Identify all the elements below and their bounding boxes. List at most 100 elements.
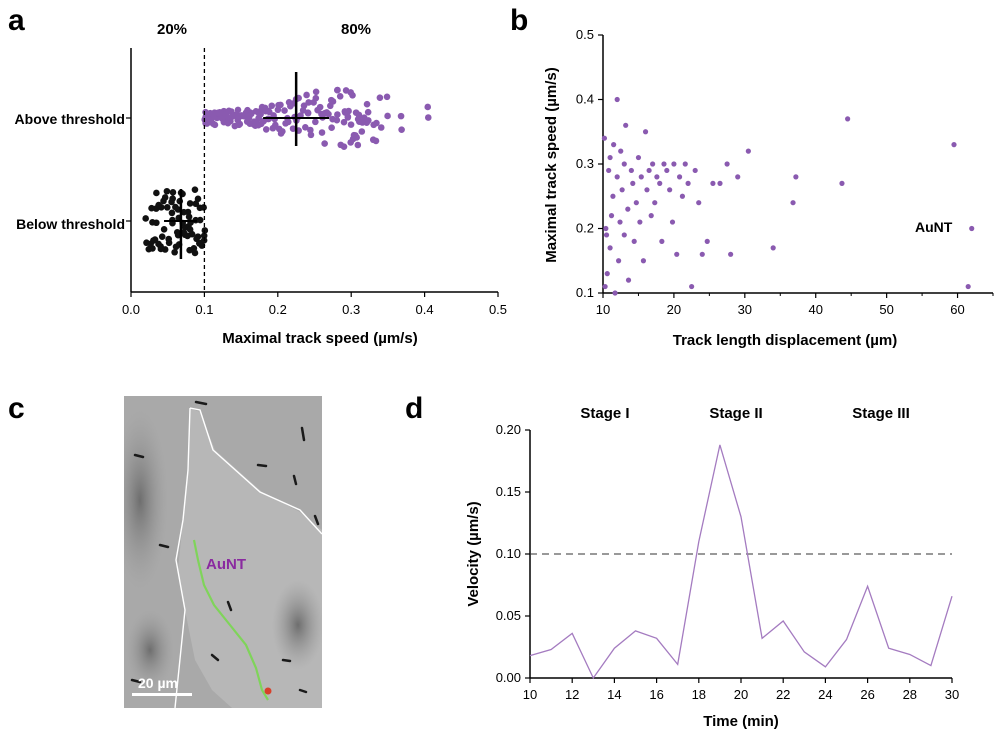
chart-a-point-above (328, 124, 335, 132)
chart-b-point (603, 232, 610, 238)
chart-b-point (793, 174, 799, 180)
chart-b-x-tick-label: 60 (950, 302, 964, 317)
chart-d-x-tick-label: 14 (607, 687, 621, 702)
chart-a-annotation-above-pct: 80% (341, 21, 371, 38)
chart-b-x-tick-label: 50 (879, 302, 893, 317)
chart-a-point-below (190, 245, 198, 252)
chart-a-point-above (234, 106, 242, 114)
chart-b-point (951, 142, 957, 148)
chart-b-y-tick-label: 0.4 (576, 92, 594, 107)
chart-b-x-tick-label: 30 (738, 302, 752, 317)
chart-d-y-tick-label: 0.05 (496, 608, 521, 623)
particles (130, 400, 320, 694)
chart-d-x-tick-label: 24 (818, 687, 832, 702)
chart-b-point (674, 251, 680, 257)
chart-a-point-below (165, 235, 173, 243)
chart-a-point-below (171, 248, 178, 256)
chart-a-point-below (151, 236, 159, 243)
chart-d-stage-1: Stage I (580, 405, 629, 422)
chart-b-point (661, 161, 667, 167)
chart-a-point-above (325, 110, 332, 118)
chart-a-point-above (334, 86, 341, 94)
chart-d-x-tick-label: 30 (945, 687, 959, 702)
chart-a-point-above (376, 94, 384, 102)
chart-b-point (625, 277, 632, 283)
chart-a-point-above (398, 126, 405, 133)
chart-b-point (790, 200, 796, 206)
chart-b-point (669, 219, 676, 225)
panel-letter-d: d (405, 392, 423, 425)
aunt-position-marker (264, 687, 272, 695)
chart-b-point (735, 174, 741, 180)
chart-a-point-below (200, 204, 207, 211)
chart-b-point (699, 251, 705, 257)
chart-d-x-label: Time (min) (703, 713, 779, 730)
chart-a-point-above (285, 99, 293, 106)
chart-a-point-above (337, 141, 345, 149)
chart-b-point (640, 258, 647, 264)
chart-b-point (630, 180, 636, 186)
chart-b-point (617, 219, 623, 225)
chart-b-x-tick-label: 20 (667, 302, 681, 317)
chart-d-x-tick-label: 22 (776, 687, 790, 702)
chart-a-point-above (364, 108, 372, 116)
chart-a-point-above (358, 128, 366, 135)
chart-b-series-label: AuNT (915, 219, 953, 235)
chart-a-point-above (342, 87, 350, 94)
chart-d-x-tick-label: 20 (734, 687, 748, 702)
chart-a-point-above (345, 107, 352, 115)
chart-a-point-above (211, 121, 219, 129)
chart-b-point (839, 180, 845, 186)
chart-b-y-tick-label: 0.1 (576, 285, 594, 300)
chart-b-point (601, 135, 608, 141)
chart-b-point (657, 180, 663, 186)
chart-b-x-label: Track length displacement (µm) (673, 332, 898, 349)
chart-d-y-label: Velocity (µm/s) (465, 501, 482, 606)
chart-a-point-below (184, 232, 191, 240)
chart-b-point (619, 187, 625, 193)
chart-a-point-above (279, 128, 286, 135)
chart-a-point-above (307, 126, 314, 134)
chart-a-point-above (257, 110, 264, 118)
chart-b-point (631, 238, 637, 244)
chart-a-point-above (203, 116, 211, 124)
chart-b-y-tick-label: 0.2 (576, 221, 594, 236)
chart-d-y-tick-label: 0.10 (496, 546, 521, 561)
chart-b-point (621, 161, 627, 167)
chart-a-point-above (397, 112, 405, 120)
chart-b-point (612, 290, 618, 296)
chart-d-x-tick-label: 12 (565, 687, 579, 702)
chart-a-point-above (289, 125, 297, 132)
texture-left (124, 410, 168, 590)
chart-a-point-above (236, 120, 244, 128)
chart-b-point (602, 283, 608, 290)
chart-a-point-below (153, 219, 160, 227)
chart-b-point (724, 161, 730, 167)
chart-b-y-label: Maximal track speed (µm/s) (543, 67, 560, 262)
chart-b-point (845, 116, 851, 122)
chart-b-point (628, 167, 634, 174)
chart-b-point (607, 245, 613, 251)
chart-b-point (642, 129, 649, 135)
chart-b-point (969, 225, 975, 232)
cell-outline (174, 407, 322, 708)
chart-a-point-below (186, 200, 194, 207)
chart-b-point (633, 200, 639, 206)
chart-b-point (664, 167, 670, 174)
aunt-track (192, 539, 269, 701)
chart-b-point (635, 154, 642, 161)
chart-b-point (652, 200, 658, 206)
chart-d-x-tick-label: 16 (649, 687, 663, 702)
chart-b-x-tick-label: 40 (808, 302, 822, 317)
chart-b-point (610, 193, 616, 199)
chart-a-point-above (354, 141, 362, 149)
chart-a-point-below (155, 201, 162, 209)
chart-a-point-above (302, 124, 309, 131)
chart-a-point-above (318, 129, 326, 136)
chart-a-category-above: Above threshold (15, 111, 125, 127)
chart-a-point-above (247, 110, 255, 118)
chart-d-y-tick-label: 0.00 (496, 670, 521, 685)
chart-b-point (770, 245, 776, 251)
chart-a-point-above (352, 132, 359, 139)
